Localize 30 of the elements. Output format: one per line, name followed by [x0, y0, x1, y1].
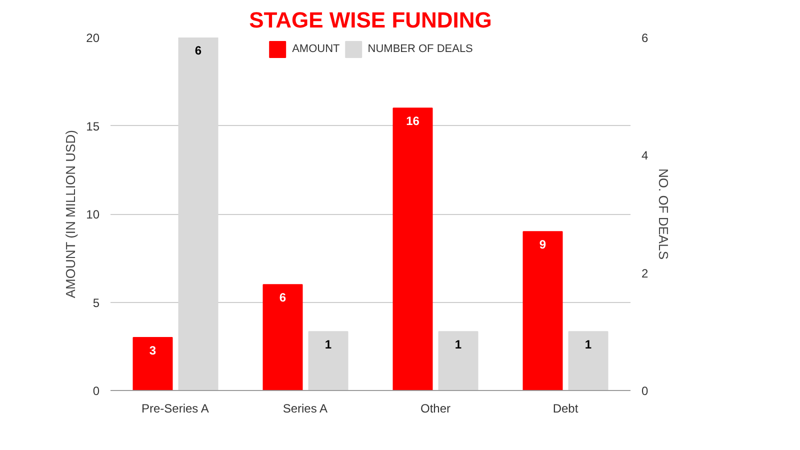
x-tick-label: Other: [420, 402, 451, 416]
y-tick-label: 0: [92, 384, 100, 398]
data-label: 6: [194, 44, 202, 58]
bar: [522, 231, 563, 390]
y2-tick-label: 0: [642, 384, 648, 398]
x-tick-label: Series A: [282, 402, 328, 416]
data-label: 1: [584, 338, 592, 352]
chart-title: STAGE WISE FUNDING: [249, 8, 492, 32]
y-tick-label: 20: [86, 31, 100, 45]
data-label: 3: [149, 344, 156, 358]
data-label: 16: [406, 114, 420, 128]
data-label: 9: [539, 238, 546, 252]
x-tick-label: Pre-Series A: [141, 402, 209, 416]
y2-tick-label: 2: [642, 266, 648, 280]
y-tick-label: 5: [92, 296, 100, 310]
bar: [262, 284, 303, 390]
y2-tick-label: 6: [642, 31, 648, 45]
y-axis-title: AMOUNT (IN MILLION USD): [63, 130, 78, 298]
y2-tick-label: 4: [642, 148, 648, 163]
data-label: 6: [279, 290, 286, 305]
y2-axis-title: NO. OF DEALS: [656, 168, 672, 260]
bar: [392, 108, 433, 390]
data-label: 1: [324, 338, 332, 352]
legend-label: NUMBER OF DEALS: [368, 43, 473, 55]
x-tick-label: Debt: [552, 402, 579, 416]
y-tick-label: 15: [86, 119, 100, 134]
legend-label: AMOUNT: [292, 43, 340, 55]
bar: [132, 337, 173, 390]
data-label: 1: [454, 338, 462, 352]
y-tick-label: 10: [86, 208, 100, 222]
